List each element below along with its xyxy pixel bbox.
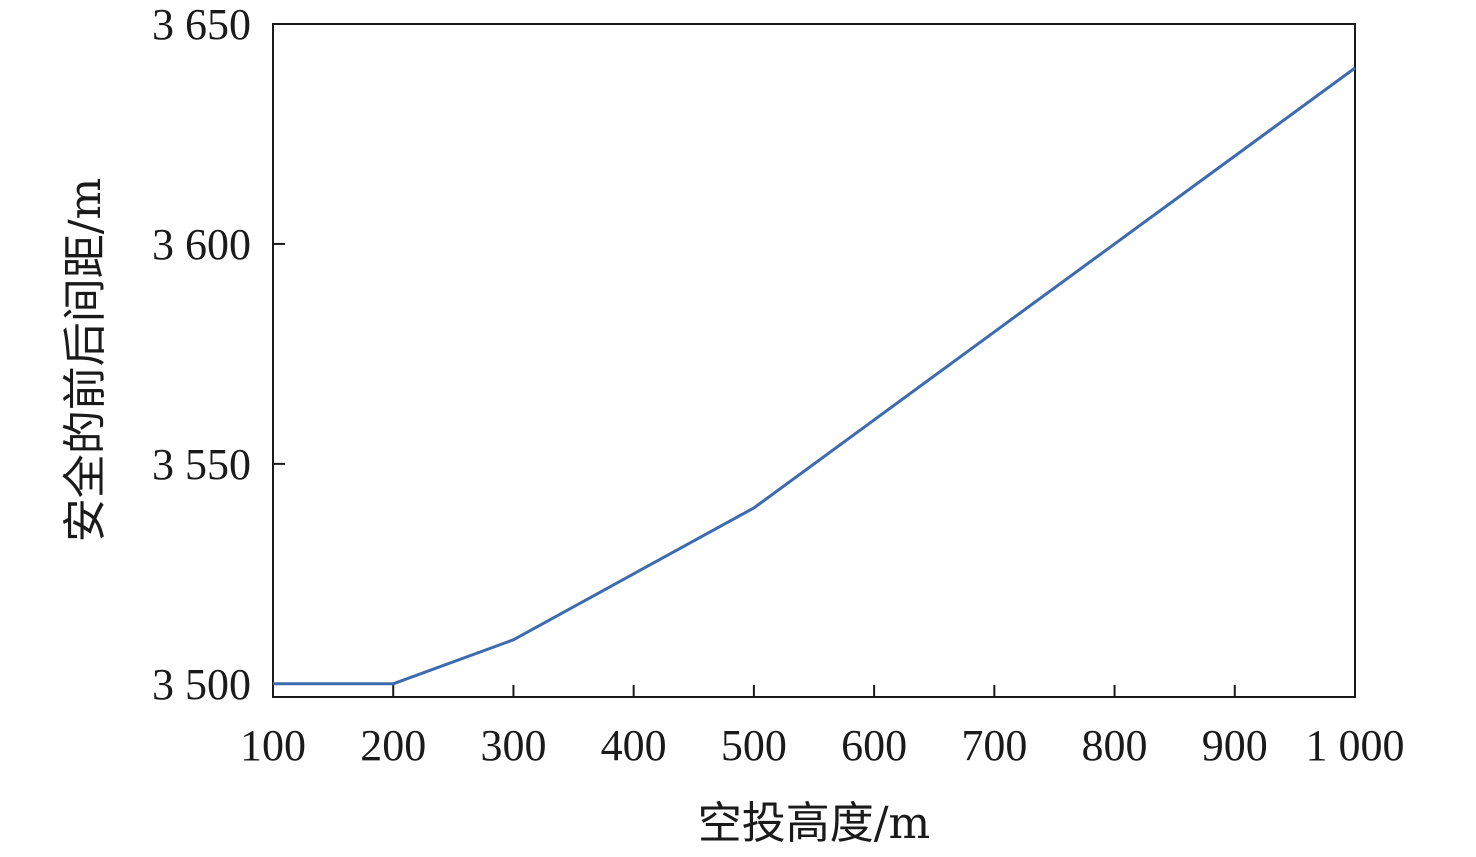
x-tick-label: 200: [360, 721, 426, 770]
series-layer: [273, 66, 1356, 686]
x-tick-label: 600: [841, 721, 907, 770]
y-tick-label: 3 550: [152, 440, 251, 489]
x-tick-label: 400: [601, 721, 667, 770]
y-axis-title: 安全的前后间距/m: [60, 178, 111, 543]
x-tick-label: 900: [1202, 721, 1268, 770]
series-line: [273, 66, 1356, 686]
x-tick-label: 800: [1082, 721, 1148, 770]
x-tick-label: 100: [240, 721, 306, 770]
y-tick-label: 3 650: [152, 0, 251, 49]
y-axis: 3 500 3 550 3 600 3 650: [152, 0, 285, 709]
x-axis: 100 200 300 400 500 600 700 800 900 1 000: [240, 685, 1405, 770]
y-tick-label: 3 600: [152, 220, 251, 269]
y-tick-label: 3 500: [152, 660, 251, 709]
x-axis-title: 空投高度/m: [698, 798, 931, 849]
x-tick-label: 300: [480, 721, 546, 770]
x-tick-label: 1 000: [1306, 721, 1405, 770]
plot-frame: [272, 23, 1356, 698]
x-tick-label: 500: [721, 721, 787, 770]
x-tick-label: 700: [961, 721, 1027, 770]
